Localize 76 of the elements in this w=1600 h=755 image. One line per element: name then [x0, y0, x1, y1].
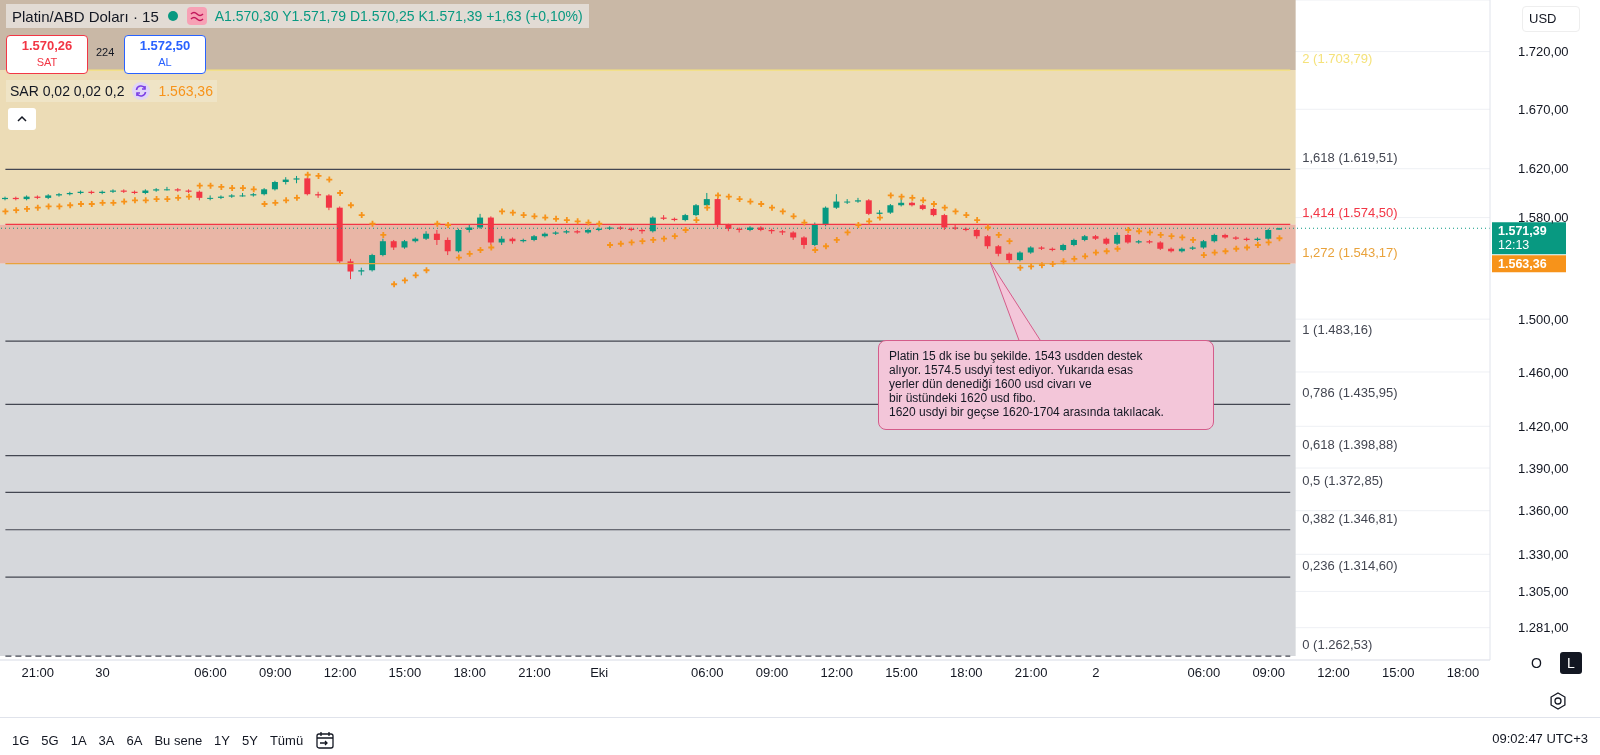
- x-tick-label: 15:00: [1381, 665, 1415, 681]
- y-tick-label: 1.281,00: [1518, 620, 1569, 636]
- ref-line-label: 1,414 (1.574,50): [1302, 205, 1398, 221]
- ref-line-label: 1.571,39: [1498, 224, 1547, 239]
- annotation: SAT: [35, 55, 59, 70]
- text: Tümü: [269, 732, 304, 748]
- ref-line-label: 1,618 (1.619,51): [1302, 150, 1398, 166]
- candlestick: [207, 194, 214, 201]
- x-tick-label: 12:00: [323, 665, 357, 681]
- ref-line-label: 0,382 (1.346,81): [1302, 510, 1398, 526]
- x-tick-label: 30: [95, 665, 110, 681]
- y-tick-label: 1.460,00: [1518, 364, 1569, 380]
- ref-line-label: 0,786 (1.435,95): [1302, 385, 1398, 401]
- y-tick-label: 1.360,00: [1518, 503, 1569, 519]
- x-tick-label: 09:00: [259, 665, 292, 681]
- x-tick-label: 2: [1092, 665, 1100, 681]
- candlestick: [822, 205, 829, 227]
- text: USD: [1522, 6, 1580, 32]
- annotation: 1.572,50: [138, 37, 192, 54]
- annotation: 1.570,26: [20, 37, 74, 54]
- x-tick-label: 15:00: [885, 665, 918, 681]
- ref-line-label: 1,272 (1.543,17): [1302, 244, 1398, 260]
- candlestick: [1232, 235, 1239, 241]
- x-tick-label: 06:00: [690, 665, 724, 681]
- text: 3A: [98, 732, 115, 748]
- text: O: [1531, 655, 1542, 671]
- text: Platin/ABD Doları · 15: [12, 7, 159, 25]
- x-tick-label: 12:00: [820, 665, 854, 681]
- candlestick: [854, 197, 861, 204]
- ref-line-label: 2 (1.703,79): [1302, 51, 1373, 67]
- x-tick-label: 18:00: [1446, 665, 1480, 681]
- x-tick-label: 09:00: [1252, 665, 1285, 681]
- annotation: A1.570,30 Y1.571,79 D1.570,25 K1.571,39 +1,63 (+0,10%): [214, 8, 583, 24]
- ref-line-label: 1 (1.483,16): [1302, 322, 1373, 338]
- y-tick-label: 1.390,00: [1518, 460, 1569, 476]
- x-tick-label: 15:00: [388, 665, 422, 681]
- ref-line-label: 0,618 (1.398,88): [1302, 436, 1398, 452]
- ref-line-label: 0,236 (1.314,60): [1302, 558, 1398, 574]
- text: 1Y: [214, 732, 231, 748]
- y-tick-label: 1.330,00: [1518, 546, 1569, 562]
- annotation: 1.563,36: [158, 83, 213, 99]
- y-tick-label: 1.500,00: [1518, 311, 1569, 327]
- y-tick-label: 1.305,00: [1518, 584, 1569, 600]
- x-tick-label: Eki: [590, 665, 609, 681]
- text: 5G: [41, 732, 59, 748]
- text: 5Y: [242, 732, 258, 748]
- y-tick-label: 1.420,00: [1518, 418, 1569, 434]
- y-tick-label: 1.620,00: [1518, 161, 1569, 177]
- text: 6A: [126, 732, 143, 748]
- ref-line-label: 0,5 (1.372,85): [1302, 473, 1384, 489]
- text: 1A: [70, 732, 87, 748]
- x-tick-label: 18:00: [950, 665, 983, 681]
- candlestick: [163, 186, 170, 192]
- text: Bu sene: [154, 732, 203, 748]
- annotation: AL: [157, 55, 173, 70]
- ref-line-label: 0 (1.262,53): [1302, 637, 1373, 653]
- x-tick-label: 21:00: [1014, 665, 1048, 681]
- annotation: 224: [96, 46, 115, 58]
- annotation: SAR 0,02 0,02 0,2: [10, 83, 125, 99]
- text: 09:02:47 UTC+3: [1492, 731, 1588, 746]
- x-tick-label: 21:00: [518, 665, 551, 681]
- text: L: [1560, 652, 1582, 674]
- y-tick-label: 1.670,00: [1518, 101, 1569, 117]
- x-tick-label: 09:00: [755, 665, 789, 681]
- text: 1G: [12, 732, 30, 748]
- y-tick-label: 1.580,00: [1518, 210, 1569, 226]
- x-tick-label: 12:00: [1317, 665, 1350, 681]
- candlestick: [347, 258, 354, 280]
- x-tick-label: 06:00: [1187, 665, 1221, 681]
- candlestick: [433, 229, 440, 246]
- y-tick-label: 1.720,00: [1518, 44, 1569, 60]
- x-tick-label: 18:00: [453, 665, 486, 681]
- x-tick-label: 21:00: [21, 665, 55, 681]
- x-tick-label: 06:00: [194, 665, 227, 681]
- text: 12:13: [1498, 238, 1530, 253]
- text: 1.563,36: [1498, 257, 1547, 272]
